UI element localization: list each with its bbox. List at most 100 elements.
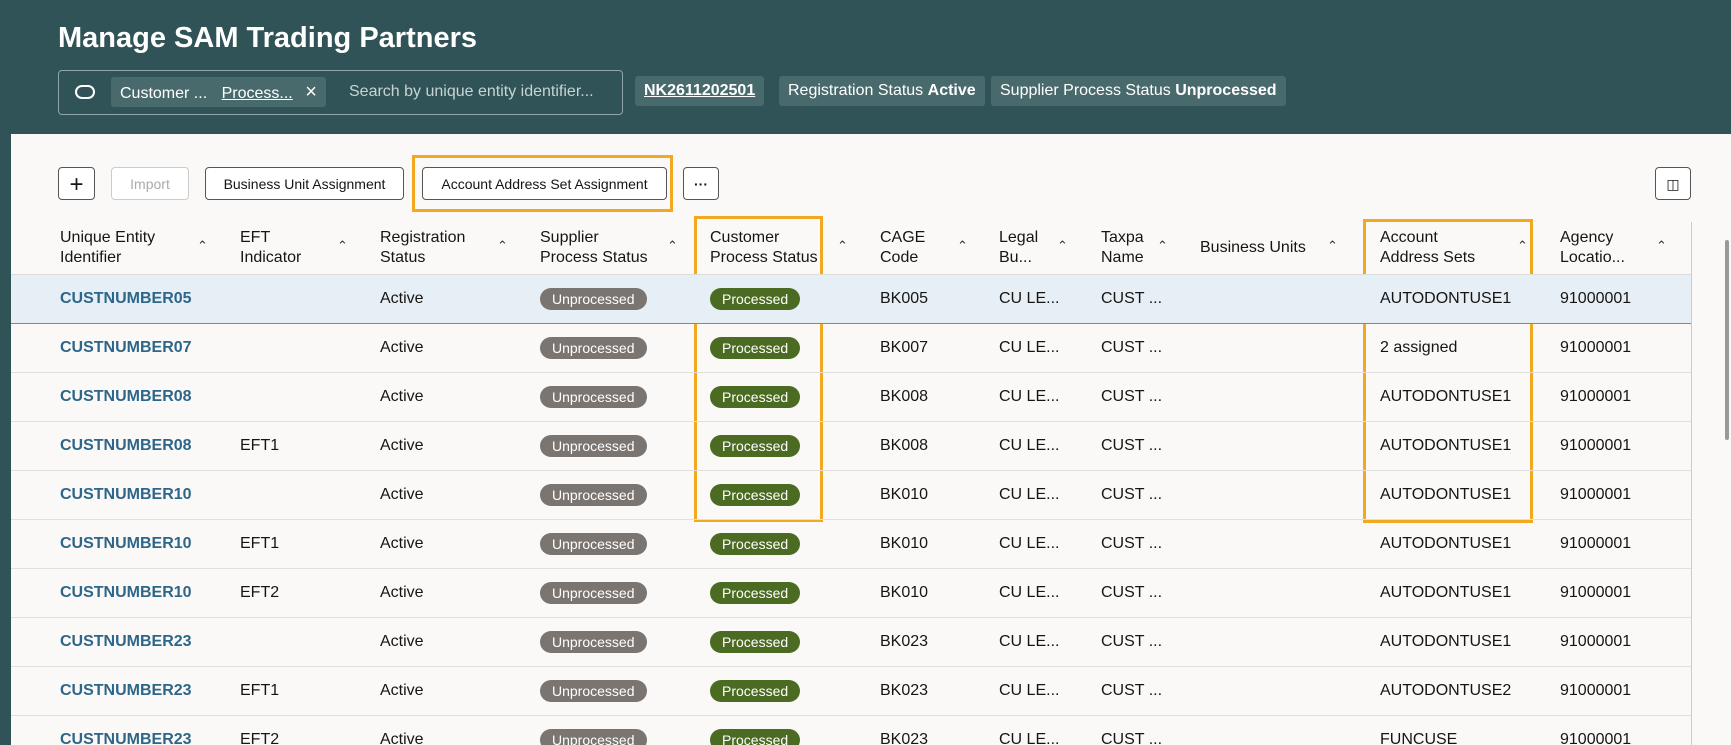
filter-chip[interactable]: Supplier Process Status Unprocessed [991, 76, 1286, 106]
column-header[interactable]: EFT Indicator [240, 228, 301, 268]
filter-label: Registration Status [788, 82, 924, 99]
table-row[interactable] [11, 618, 1691, 667]
header-line: Taxpa [1101, 229, 1144, 246]
table-row[interactable] [11, 324, 1691, 373]
cell-text: BK010 [880, 485, 929, 503]
status-badge: Unprocessed [540, 336, 647, 359]
cell-text: BK010 [880, 583, 929, 601]
column-header[interactable]: Account Address Sets [1380, 228, 1475, 268]
cell-text: EFT1 [240, 534, 280, 552]
cell-text: AUTODONTUSE1 [1380, 632, 1512, 650]
cell-text: BK008 [880, 436, 929, 454]
sort-icon[interactable]: ⌃ [667, 238, 678, 253]
cell-text: Active [380, 632, 424, 650]
cell-text: CUST ... [1101, 681, 1163, 699]
import-button[interactable]: Import [111, 167, 189, 200]
search-box[interactable]: Customer ... Process... × Search by uniq… [58, 70, 623, 115]
cell-text: BK023 [880, 681, 929, 699]
header-line: Name [1101, 249, 1144, 266]
sort-icon[interactable]: ⌃ [1327, 238, 1338, 253]
header-line: Registration [380, 229, 466, 246]
entity-link[interactable]: CUSTNUMBER23 [60, 681, 192, 699]
sort-icon[interactable]: ⌃ [1057, 238, 1068, 253]
cell-text: AUTODONTUSE1 [1380, 534, 1512, 552]
sort-icon[interactable]: ⌃ [1656, 238, 1667, 253]
cell-text: CUST ... [1101, 436, 1163, 454]
cell-text: Active [380, 436, 424, 454]
search-placeholder: Search by unique entity identifier... [349, 83, 594, 100]
filter-chip[interactable]: Registration Status Active [779, 76, 985, 106]
table-row[interactable] [11, 667, 1691, 716]
column-header[interactable]: Legal Bu... [999, 228, 1038, 268]
entity-link[interactable]: CUSTNUMBER05 [60, 289, 192, 307]
entity-link[interactable]: CUSTNUMBER10 [60, 485, 192, 503]
header-line: Indicator [240, 249, 302, 266]
entity-link[interactable]: CUSTNUMBER23 [60, 632, 192, 650]
column-header[interactable]: Customer Process Status [710, 228, 818, 268]
table-row[interactable] [11, 471, 1691, 520]
sort-icon[interactable]: ⌃ [837, 238, 848, 253]
cell-text: Active [380, 730, 424, 745]
table-row[interactable] [11, 373, 1691, 422]
entity-link[interactable]: CUSTNUMBER08 [60, 387, 192, 405]
column-header[interactable]: Agency Locatio... [1560, 228, 1625, 268]
column-header[interactable]: Unique Entity Identifier [60, 228, 155, 268]
business-unit-button[interactable]: Business Unit Assignment [205, 167, 404, 200]
cell-text: AUTODONTUSE1 [1380, 387, 1512, 405]
status-badge: Processed [710, 532, 801, 555]
cell-text: Active [380, 338, 424, 356]
sort-icon[interactable]: ⌃ [1157, 238, 1168, 253]
column-header[interactable]: Taxpa Name [1101, 228, 1144, 268]
cell-text: FUNCUSE [1380, 730, 1458, 745]
status-badge: Unprocessed [540, 728, 647, 745]
status-badge: Processed [710, 434, 801, 457]
cell-text: Active [380, 485, 424, 503]
entity-link[interactable]: CUSTNUMBER10 [60, 583, 192, 601]
cell-text: BK023 [880, 730, 929, 745]
status-badge: Unprocessed [540, 483, 647, 506]
entity-link[interactable]: CUSTNUMBER10 [60, 534, 192, 552]
column-header[interactable]: CAGE Code [880, 228, 925, 268]
cell-text: 91000001 [1560, 730, 1632, 745]
cell-text: CU LE... [999, 534, 1060, 552]
cell-text: CUST ... [1101, 338, 1163, 356]
status-badge: Processed [710, 679, 801, 702]
cell-text: 91000001 [1560, 289, 1632, 307]
table-row[interactable] [11, 275, 1691, 324]
entity-link[interactable]: CUSTNUMBER23 [60, 730, 192, 745]
search-chip[interactable]: Customer ... Process... × [111, 77, 326, 107]
status-badge: Processed [710, 287, 801, 310]
add-button[interactable]: + [58, 167, 95, 200]
cell-text: Active [380, 681, 424, 699]
column-header[interactable]: Business Units [1200, 238, 1306, 258]
sort-icon[interactable]: ⌃ [337, 238, 348, 253]
table-row[interactable] [11, 520, 1691, 569]
table-row[interactable] [11, 569, 1691, 618]
cell-text: 91000001 [1560, 387, 1632, 405]
more-button[interactable]: ··· [683, 167, 719, 200]
entity-link[interactable]: CUSTNUMBER07 [60, 338, 192, 356]
status-badge: Unprocessed [540, 630, 647, 653]
column-header[interactable]: Supplier Process Status [540, 228, 648, 268]
sort-icon[interactable]: ⌃ [497, 238, 508, 253]
table-row[interactable] [11, 422, 1691, 471]
search-icon [75, 85, 95, 99]
cell-text: CU LE... [999, 632, 1060, 650]
header-line: Process Status [540, 249, 648, 266]
status-badge: Unprocessed [540, 385, 647, 408]
panel-button[interactable]: ◫ [1655, 167, 1691, 200]
cell-text: CUST ... [1101, 485, 1163, 503]
cell-text: 91000001 [1560, 632, 1632, 650]
sort-icon[interactable]: ⌃ [1517, 238, 1528, 253]
highlight-box [694, 216, 823, 522]
status-badge: Unprocessed [540, 581, 647, 604]
account-address-button[interactable]: Account Address Set Assignment [422, 167, 667, 200]
column-header[interactable]: Registration Status [380, 228, 465, 268]
sort-icon[interactable]: ⌃ [197, 238, 208, 253]
status-badge: Processed [710, 385, 801, 408]
filter-chip[interactable]: NK2611202501 [635, 76, 765, 106]
chip-remove[interactable]: × [305, 81, 317, 103]
sort-icon[interactable]: ⌃ [957, 238, 968, 253]
entity-link[interactable]: CUSTNUMBER08 [60, 436, 192, 454]
cell-text: 2 assigned [1380, 338, 1458, 356]
